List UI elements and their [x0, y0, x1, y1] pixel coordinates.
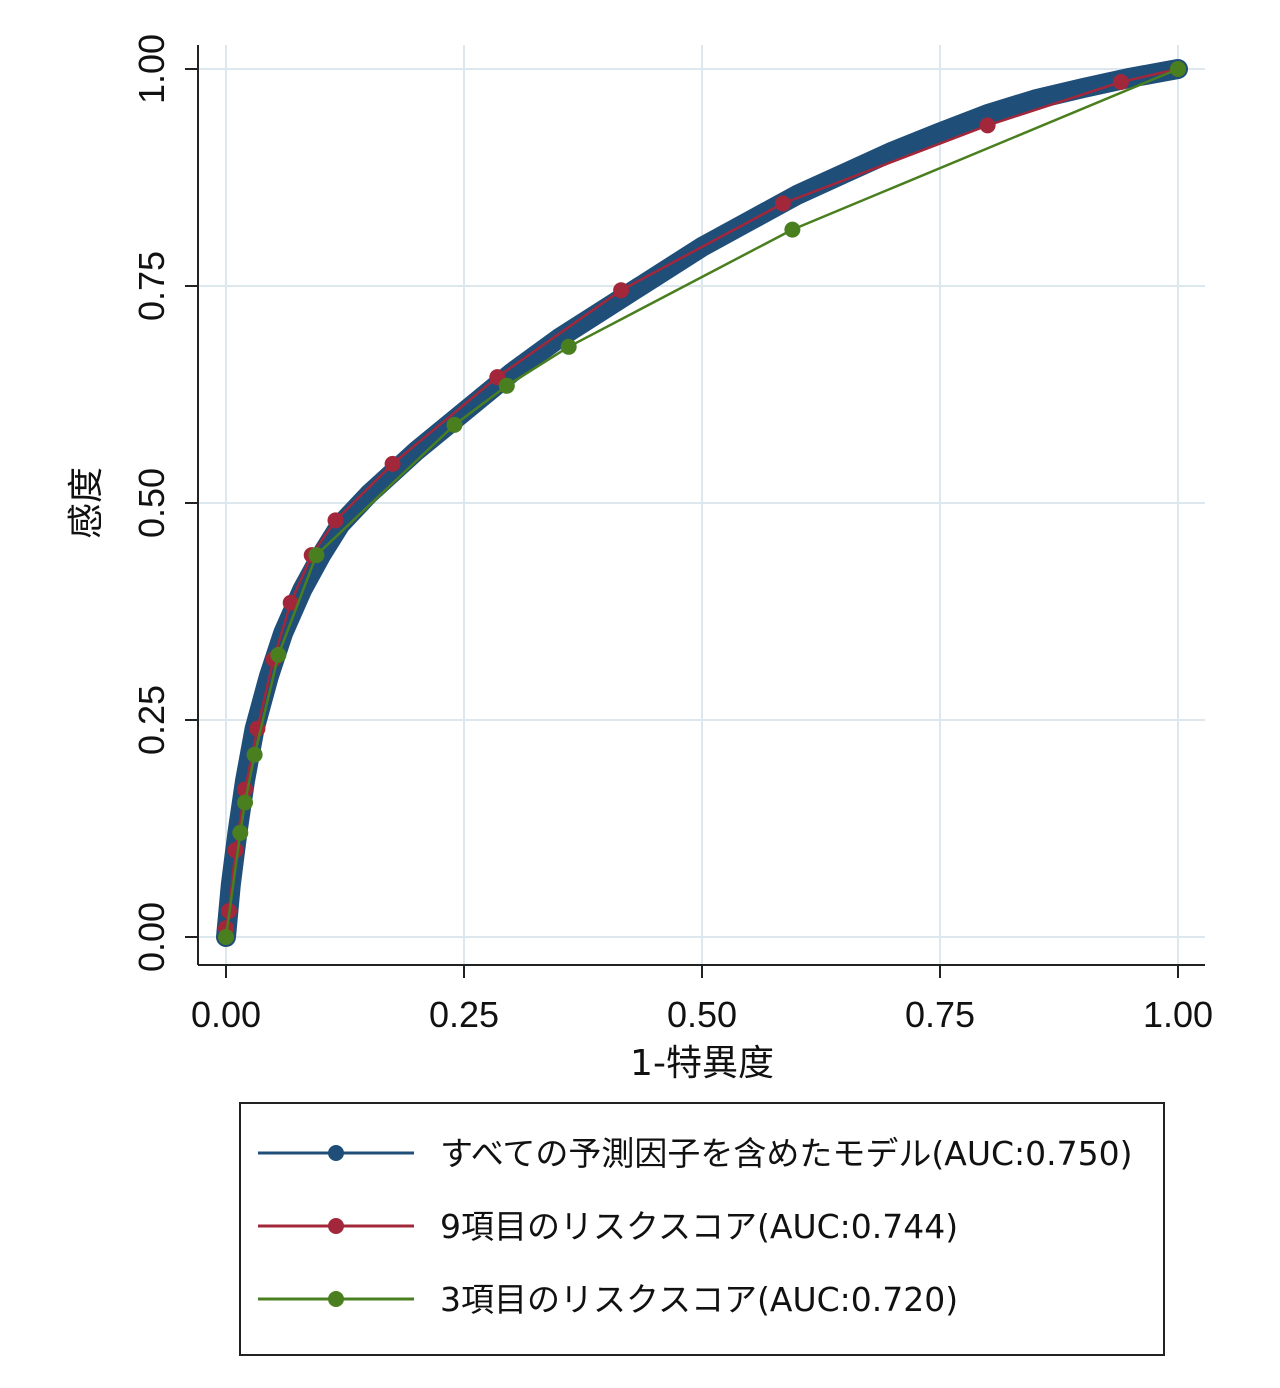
ticks: 0.00 0.25 0.50 0.75 1.00 0.00 0.25 0.50 0.75 1.00 — [131, 34, 1213, 1035]
legend-item: 9項目のリスクスコア(AUC:0.744) — [258, 1207, 958, 1246]
data-point — [246, 746, 263, 763]
series-1 — [216, 59, 1188, 947]
series-3 — [218, 61, 1186, 945]
data-point — [327, 512, 344, 529]
data-point — [774, 195, 791, 212]
y-tick-label: 0.50 — [131, 468, 172, 538]
data-point — [308, 547, 325, 564]
legend: すべての予測因子を含めたモデル(AUC:0.750) 9項目のリスクスコア(AUC… — [239, 1102, 1165, 1356]
x-tick-label: 0.00 — [191, 994, 261, 1035]
x-tick-label: 1.00 — [1143, 994, 1213, 1035]
data-point — [282, 594, 299, 611]
legend-marker — [328, 1291, 344, 1307]
series-line — [224, 67, 1179, 929]
x-axis-title: 1-特異度 — [630, 1043, 774, 1084]
data-point — [446, 416, 463, 433]
data-point — [613, 282, 630, 299]
data-point — [232, 824, 249, 841]
legend-marker — [328, 1218, 344, 1234]
legend-item: 3項目のリスクスコア(AUC:0.720) — [258, 1280, 958, 1319]
data-point — [784, 221, 801, 238]
data-point — [979, 117, 996, 134]
data-point — [237, 794, 253, 811]
data-point — [384, 455, 401, 472]
data-point — [1170, 61, 1186, 77]
y-tick-label: 0.75 — [131, 251, 172, 321]
grid-lines — [198, 45, 1205, 965]
data-point — [560, 338, 577, 355]
series-layer — [216, 59, 1188, 947]
y-axis-title: 感度 — [66, 467, 107, 539]
x-tick-label: 0.25 — [429, 994, 499, 1035]
series-line — [216, 59, 1188, 947]
y-tick-label: 1.00 — [131, 34, 172, 104]
data-point — [498, 377, 515, 394]
data-point — [227, 842, 244, 859]
data-point — [270, 646, 287, 663]
legend-box — [239, 1102, 1165, 1356]
legend-marker — [328, 1145, 344, 1161]
data-point — [218, 929, 234, 945]
y-tick-label: 0.25 — [131, 685, 172, 755]
legend-item: すべての予測因子を含めたモデル(AUC:0.750) — [258, 1134, 1132, 1173]
x-tick-label: 0.75 — [905, 994, 975, 1035]
x-tick-label: 0.50 — [667, 994, 737, 1035]
y-tick-label: 0.00 — [131, 902, 172, 972]
legend-label: 9項目のリスクスコア(AUC:0.744) — [440, 1207, 958, 1246]
legend-label: すべての予測因子を含めたモデル(AUC:0.750) — [440, 1134, 1132, 1173]
data-point — [1112, 74, 1129, 90]
legend-label: 3項目のリスクスコア(AUC:0.720) — [440, 1280, 958, 1319]
